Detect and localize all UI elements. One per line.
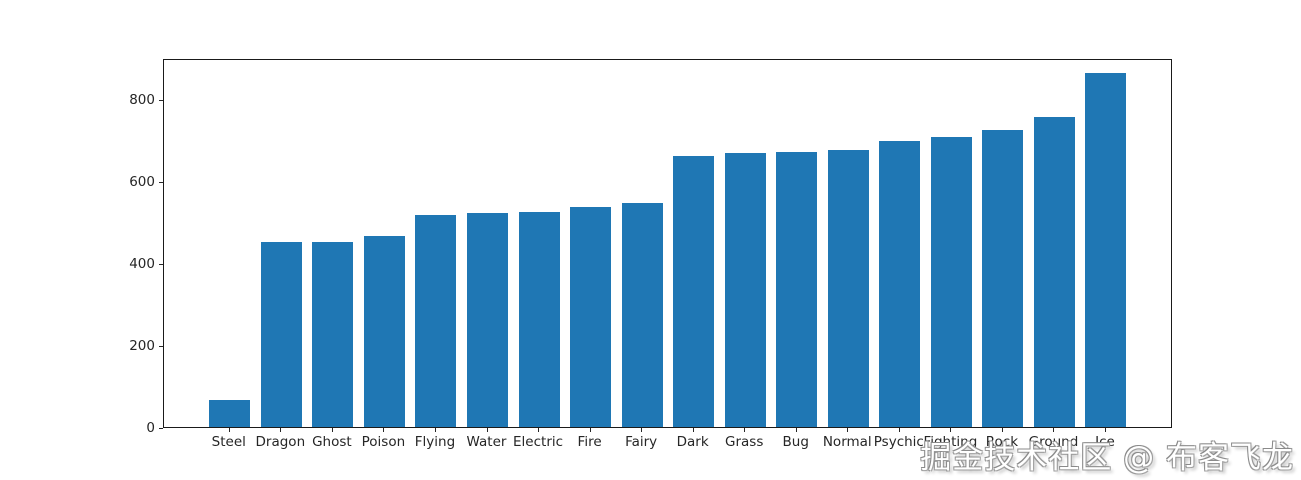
y-axis-tick-label: 0 [146,420,155,436]
bar-water [467,213,508,427]
x-axis-tick-label-dragon: Dragon [255,434,306,450]
y-axis-tick-label: 600 [129,174,155,191]
bar-grass [724,153,766,427]
y-axis-tick-label: 400 [129,256,155,273]
y-axis-tick-label: 800 [129,92,155,109]
x-axis-tick-label-ice: Ice [1095,434,1115,450]
bar-ice [1085,73,1127,427]
bar-fighting [930,137,972,427]
x-axis-tick-label-fire: Fire [577,434,602,450]
bar-ground [1033,117,1075,427]
x-axis-tick-label-ghost: Ghost [312,434,352,450]
x-axis-tick-mark [1104,428,1106,432]
bar-poison [363,236,405,427]
bar-flying [415,215,457,427]
x-axis-tick-mark [383,428,385,432]
x-axis-tick-mark [744,428,746,432]
y-axis-tick-mark [159,346,163,348]
y-axis-tick-label: 200 [129,338,155,355]
bar-fire [570,206,612,427]
bar-bug [776,151,818,427]
bar-rock [982,129,1024,427]
x-axis-tick-label-fairy: Fairy [625,434,658,450]
x-axis-tick-label-bug: Bug [782,434,809,450]
bar-dragon [260,241,302,427]
x-axis-tick-mark [641,428,643,432]
x-axis-tick-mark [331,428,333,432]
x-axis-tick-mark [280,428,282,432]
x-axis-tick-label-fighting: Fighting [923,434,978,450]
bar-ghost [312,241,354,427]
x-axis-tick-label-dark: Dark [676,434,709,450]
x-axis-tick-mark [228,428,230,432]
x-axis-tick-mark [589,428,591,432]
x-axis-tick-label-psychic: Psychic [873,434,924,450]
x-axis-tick-mark [486,428,488,432]
x-axis-tick-mark [1001,428,1003,432]
x-axis-tick-label-normal: Normal [822,434,872,450]
x-axis-tick-mark [950,428,952,432]
x-axis-tick-mark [898,428,900,432]
x-axis-tick-mark [1053,428,1055,432]
x-axis-tick-mark [692,428,694,432]
x-axis-tick-label-steel: Steel [211,434,246,450]
x-axis-tick-label-water: Water [466,434,507,450]
x-axis-tick-label-rock: Rock [985,434,1019,450]
bar-fairy [621,203,663,427]
y-axis-tick-mark [159,100,163,102]
x-axis-tick-mark [795,428,797,432]
bar-dark [673,155,715,427]
x-axis-tick-label-grass: Grass [725,434,764,450]
x-axis-tick-label-electric: Electric [513,434,564,450]
y-axis-tick-mark [159,264,163,266]
x-axis-tick-mark [538,428,540,432]
watermark: 掘金技术社区 @ 布客飞龙 [920,439,1294,476]
bar-psychic [879,140,921,427]
y-axis-tick-mark [159,182,163,184]
plot-area [163,59,1172,428]
y-axis-tick-mark [159,428,163,429]
bar-normal [827,150,869,427]
x-axis-tick-label-ground: Ground [1028,434,1079,450]
bar-steel [209,400,251,427]
x-axis-tick-label-flying: Flying [414,434,456,450]
x-axis-tick-label-poison: Poison [361,434,406,450]
x-axis-tick-mark [434,428,436,432]
x-axis-tick-mark [847,428,849,432]
bar-electric [518,211,560,427]
